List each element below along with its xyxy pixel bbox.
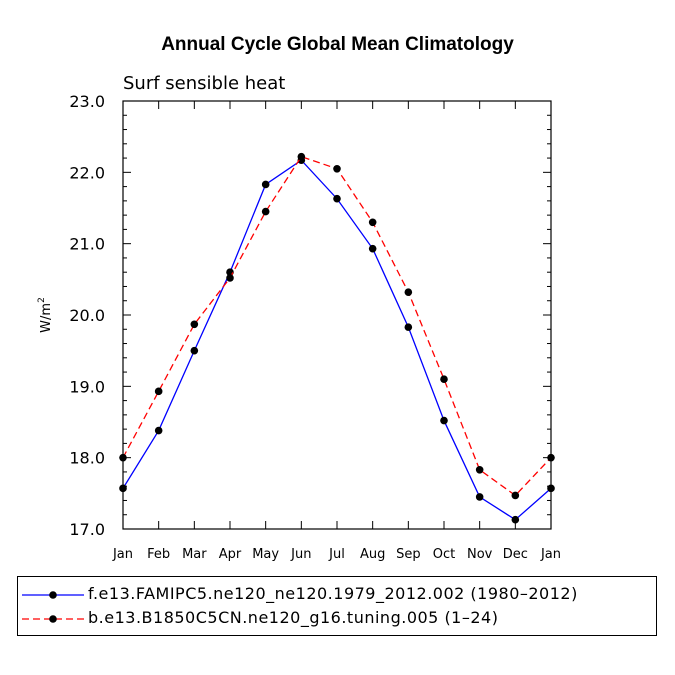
x-tick-label: Apr [219,547,242,562]
x-tick-label: Jan [540,547,561,562]
data-point-series-2 [475,465,484,474]
x-tick-label: Jul [328,547,345,562]
data-point-series-2 [368,218,377,227]
x-tick-label: May [252,547,279,562]
data-point-series-2 [333,164,341,173]
series-line-1 [122,159,552,521]
data-point-series-1 [475,493,484,501]
series-line-2 [122,155,552,497]
x-tick-label: Mar [182,547,207,562]
x-tick-label: Aug [360,547,385,562]
legend-marker-series-2 [22,615,84,623]
y-tick-label: 19.0 [69,377,105,396]
data-point-series-1 [404,323,413,331]
data-point-series-2 [261,207,270,216]
chart-subtitle: Surf sensible heat [123,73,285,94]
data-point-series-1 [511,515,520,524]
x-tick-label: Dec [503,547,528,562]
legend-label-series-2: b.e13.B1850C5CN.ne120_g16.tuning.005 (1–… [88,608,499,627]
y-tick-label: 21.0 [69,235,105,254]
chart-area: Surf sensible heat 17.0 18.0 19.0 20.0 21.0 22… [37,73,561,562]
data-point-series-2 [511,491,520,500]
data-point-series-2 [119,453,127,462]
data-point-series-1 [119,484,127,493]
legend-item-series-2: b.e13.B1850C5CN.ne120_g16.tuning.005 (1–… [18,606,658,630]
legend-label-series-1: f.e13.FAMIPC5.ne120_ne120.1979_2012.002 … [88,584,578,603]
data-point-series-1 [190,346,199,355]
data-point-series-1 [261,180,270,189]
x-tick-label: Jan [112,547,133,562]
data-point-series-2 [547,453,555,462]
legend-item-series-1: f.e13.FAMIPC5.ne120_ne120.1979_2012.002 … [18,582,658,606]
legend-marker-series-1 [22,591,84,599]
data-point-series-1 [154,426,163,435]
data-point-series-1 [368,244,377,253]
x-tick-label: Feb [147,547,170,562]
data-point-series-2 [404,288,413,296]
y-axis-label: W/m2 [37,297,54,333]
data-point-series-2 [226,274,234,282]
data-point-series-2 [297,152,306,161]
y-tick-label: 17.0 [69,520,105,539]
y-tick-label: 18.0 [69,449,105,468]
y-tick-label: 23.0 [69,92,105,111]
x-tick-label: Nov [467,547,493,562]
data-point-series-1 [333,194,341,203]
y-tick-label: 22.0 [69,163,105,182]
chart-title: Annual Cycle Global Mean Climatology [161,34,514,55]
data-point-series-1 [440,416,448,425]
y-tick-label: 20.0 [69,306,105,325]
data-point-series-1 [547,484,555,493]
data-point-series-2 [190,320,199,329]
legend: f.e13.FAMIPC5.ne120_ne120.1979_2012.002 … [17,576,657,636]
x-tick-label: Sep [396,547,421,562]
x-tick-label: Jun [290,547,311,562]
data-point-series-2 [440,375,448,384]
x-tick-label: Oct [433,547,455,562]
data-point-series-2 [154,387,163,396]
